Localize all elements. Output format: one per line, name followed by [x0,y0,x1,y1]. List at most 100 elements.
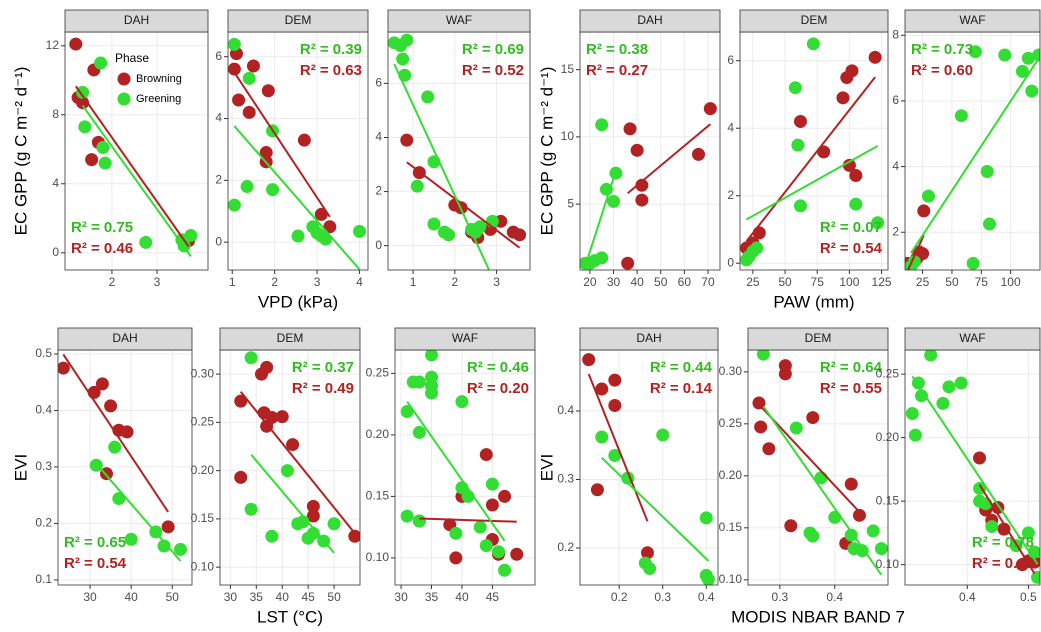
point [306,499,320,513]
annotation: R² = 0.60 [911,62,973,79]
point [1025,84,1039,98]
y-tick-label: 2 [215,173,222,187]
point [396,52,410,66]
x-tick-label: 30 [224,590,238,604]
point [752,396,766,410]
fit-line [627,123,711,194]
panel [65,32,208,270]
point [173,542,187,556]
y-tick-label: 0.3 [35,459,52,473]
annotation: R² = 0.73 [911,41,973,58]
fit-line [406,161,521,249]
point [306,509,320,523]
point [1021,526,1035,540]
annotation: R² = 0.44 [650,359,713,376]
annotation: R² = 0.14 [650,380,713,397]
x-tick-label: 40 [124,590,138,604]
legend-title: Phase [115,51,149,65]
point [916,247,930,261]
x-tick-label: 40 [455,590,469,604]
y-tick-label: 10 [561,129,575,143]
point [228,37,241,51]
x-tick-label: 70 [701,275,715,289]
y-axis-label: EC GPP (g C m⁻² d⁻¹) [537,67,556,236]
annotation: R² = 0.69 [972,555,1034,572]
point [630,143,644,157]
x-tick-label: 2 [109,275,116,289]
y-tick-label: 0.10 [366,550,390,564]
x-tick-label: 40 [630,275,644,289]
point [76,85,90,99]
fit-line [911,375,1039,565]
point [849,197,863,211]
x-tick-label: 50 [327,590,341,604]
x-tick-label: 45 [301,590,315,604]
point [788,81,802,95]
x-tick-label: 3 [314,275,321,289]
annotation: R² = 0.37 [292,359,354,376]
strip [739,9,889,33]
annotation: R² = 0.49 [292,380,354,397]
strip [579,9,721,33]
point [259,146,273,160]
y-tick-label: 6 [215,49,222,63]
strip [904,327,1041,351]
x-tick-label: 1 [410,275,417,289]
panel [905,350,1040,585]
panel-background [388,32,530,270]
point [266,183,280,197]
point [1028,555,1040,569]
point [917,204,931,218]
point [849,168,863,182]
x-tick-label: 25 [746,275,760,289]
point [410,179,424,193]
y-tick-label: 0.2 [35,516,52,530]
point [998,48,1012,62]
annotation: R² = 0.46 [71,240,133,257]
x-tick-label: 45 [486,590,500,604]
point [498,489,512,503]
x-tick-label: 1 [229,275,236,289]
point [643,562,657,576]
y-tick-label: 0 [727,255,734,269]
annotation: R² = 0.07 [820,219,882,236]
legend-label: Browning [136,73,182,85]
point [842,158,856,172]
point [908,428,922,442]
legend-swatch [117,92,131,106]
point [94,56,108,70]
panel [905,32,1040,270]
fit-line [910,57,1040,254]
y-axis-label: EVI [11,454,30,481]
point [640,546,654,560]
panel [220,350,360,585]
strip-label: WAF [959,13,985,27]
x-tick-label: 20 [583,275,597,289]
fit-line [75,85,190,248]
point [582,353,596,367]
y-tick-label: 15 [561,62,575,76]
point [95,377,109,391]
point [412,375,426,389]
panel [740,32,888,270]
point [924,350,938,362]
point [778,367,792,381]
point [905,407,919,421]
x-tick-label: 50 [654,275,668,289]
point [595,382,609,396]
point [868,50,882,64]
point [228,62,241,76]
x-tick-label: 2 [451,275,458,289]
x-tick-label: 2 [271,275,278,289]
point [590,483,604,497]
point [242,105,256,119]
y-tick-label: 0.1 [35,572,52,586]
point [427,217,441,231]
point [275,410,289,424]
point [306,526,320,540]
point [874,542,888,556]
point [656,428,670,442]
point [784,519,798,533]
y-tick-label: 6 [892,93,899,107]
strip [64,9,209,33]
